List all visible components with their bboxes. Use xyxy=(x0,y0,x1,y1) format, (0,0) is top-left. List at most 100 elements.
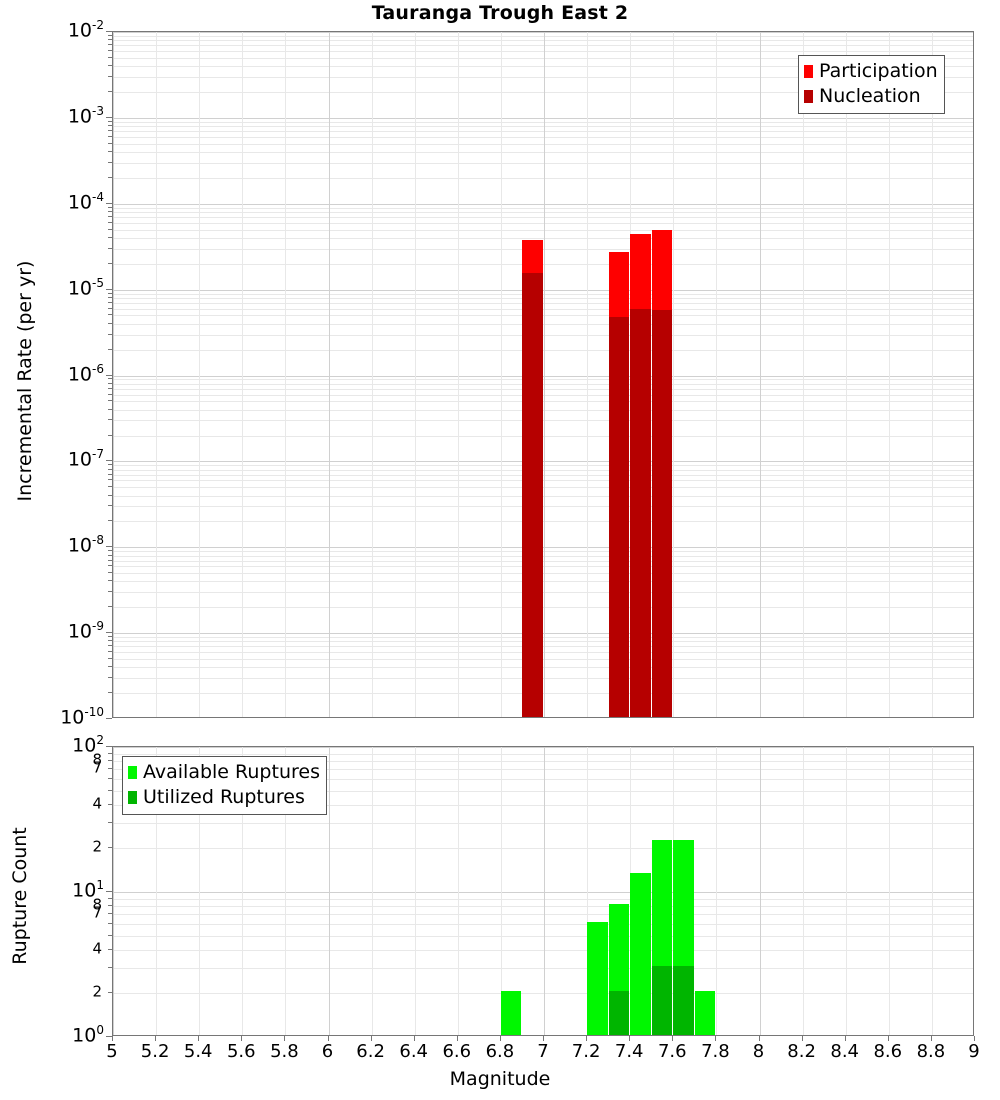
bar-available-ruptures xyxy=(587,922,608,1035)
gridline-horizontal xyxy=(113,495,973,497)
y-tick-minor xyxy=(108,554,112,556)
y-tick-label: 10-10 xyxy=(60,705,104,729)
legend-item-participation[interactable]: Participation xyxy=(804,59,938,84)
x-tick-label: 5.4 xyxy=(183,1041,213,1062)
gridline-horizontal xyxy=(113,566,973,568)
y-tick-label-minor: 4 xyxy=(92,794,102,813)
gridline-horizontal xyxy=(113,637,973,639)
gridline-horizontal xyxy=(113,379,973,381)
gridline-horizontal xyxy=(113,465,973,467)
x-tick xyxy=(672,1036,674,1041)
y-tick-minor xyxy=(108,333,112,335)
gridline-vertical xyxy=(328,747,330,1035)
x-tick-label: 8.6 xyxy=(873,1041,903,1062)
gridline-horizontal xyxy=(113,967,973,969)
gridline-vertical xyxy=(371,747,373,1035)
gridline-horizontal xyxy=(113,435,973,437)
gridline-vertical xyxy=(587,32,589,717)
y-axis-label-rupture-count: Rupture Count xyxy=(9,827,31,965)
gridline-vertical xyxy=(802,32,804,717)
x-tick xyxy=(758,1036,760,1041)
y-tick-minor xyxy=(108,692,112,694)
x-tick-label: 5.2 xyxy=(140,1041,170,1062)
gridline-vertical xyxy=(888,747,890,1035)
y-tick-minor xyxy=(108,301,112,303)
y-tick-label: 10-3 xyxy=(67,104,104,128)
y-tick-minor xyxy=(108,228,112,230)
y-tick-label: 10-4 xyxy=(67,189,104,214)
y-tick-minor xyxy=(108,559,112,561)
y-tick-minor xyxy=(108,206,112,208)
gridline-horizontal xyxy=(113,66,973,68)
gridline-vertical xyxy=(759,32,761,717)
legend-item-available-ruptures[interactable]: Available Ruptures xyxy=(128,760,320,785)
gridline-vertical xyxy=(587,747,589,1035)
y-tick-minor xyxy=(108,34,112,36)
y-tick-minor xyxy=(108,494,112,496)
page-title: Tauranga Trough East 2 xyxy=(371,2,629,24)
legend-item-nucleation[interactable]: Nucleation xyxy=(804,84,938,109)
gridline-horizontal xyxy=(113,769,973,771)
gridline-horizontal xyxy=(113,461,973,463)
bar-nucleation xyxy=(522,272,543,717)
y-tick-label-minor: 8 xyxy=(92,895,102,914)
top-bars xyxy=(113,32,973,717)
y-tick-minor xyxy=(108,473,112,475)
gridline-horizontal xyxy=(113,521,973,523)
x-tick xyxy=(974,1036,975,1041)
bottom-gridlines xyxy=(113,747,973,1035)
gridline-vertical xyxy=(156,32,158,717)
y-tick-minor xyxy=(108,666,112,668)
y-tick-minor xyxy=(108,789,112,791)
y-tick-label-minor: 2 xyxy=(92,837,102,856)
gridline-vertical xyxy=(414,32,416,717)
y-tick-minor xyxy=(108,520,112,522)
y-tick-minor xyxy=(108,934,112,936)
x-tick xyxy=(844,1036,846,1041)
gridline-horizontal xyxy=(113,949,973,951)
x-tick-label: 9 xyxy=(968,1041,980,1062)
legend-swatch-utilized-ruptures xyxy=(128,791,137,804)
gridline-horizontal xyxy=(113,388,973,390)
y-tick-minor xyxy=(108,905,112,907)
gridline-horizontal xyxy=(113,217,973,219)
gridline-horizontal xyxy=(113,935,973,937)
gridline-horizontal xyxy=(113,753,973,755)
x-tick xyxy=(155,1036,157,1041)
gridline-horizontal xyxy=(113,40,973,42)
x-tick-label: 5.8 xyxy=(270,1041,299,1062)
gridline-vertical xyxy=(457,747,459,1035)
y-tick-minor xyxy=(108,176,112,178)
gridline-horizontal xyxy=(113,551,973,553)
x-tick-label: 6.6 xyxy=(442,1041,472,1062)
y-tick-minor xyxy=(108,211,112,213)
x-tick-label: 7.8 xyxy=(701,1041,730,1062)
y-tick-minor xyxy=(108,151,112,153)
y-axis-label-incremental-rate: Incremental Rate (per yr) xyxy=(14,260,36,502)
gridline-horizontal xyxy=(113,993,973,995)
y-tick-minor xyxy=(108,314,112,316)
y-tick-label: 100 xyxy=(72,1023,104,1047)
gridline-vertical xyxy=(931,747,933,1035)
gridline-vertical xyxy=(242,32,244,717)
gridline-horizontal xyxy=(113,126,973,128)
gridline-horizontal xyxy=(113,349,973,351)
y-tick-minor xyxy=(108,913,112,915)
gridline-horizontal xyxy=(113,469,973,471)
y-tick-minor xyxy=(108,387,112,389)
gridline-horizontal xyxy=(113,222,973,224)
y-tick-minor xyxy=(108,135,112,137)
x-tick-label: 6 xyxy=(321,1041,334,1062)
legend-item-utilized-ruptures[interactable]: Utilized Ruptures xyxy=(128,785,320,810)
gridline-horizontal xyxy=(113,906,973,908)
bar-utilized-ruptures xyxy=(673,965,694,1035)
y-tick-minor xyxy=(108,120,112,122)
gridline-horizontal xyxy=(113,394,973,396)
y-tick-minor xyxy=(108,591,112,593)
y-tick-major xyxy=(106,1036,112,1037)
legend-label-participation: Participation xyxy=(819,60,938,82)
gridline-horizontal xyxy=(113,898,973,900)
gridline-vertical xyxy=(113,32,114,717)
x-tick xyxy=(586,1036,588,1041)
gridline-horizontal xyxy=(113,203,973,205)
